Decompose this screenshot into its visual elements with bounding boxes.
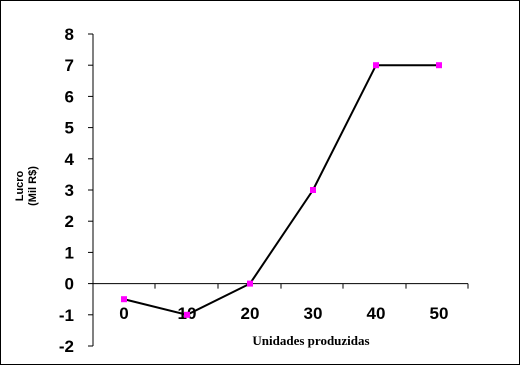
y-tick-label: 3 — [65, 181, 74, 200]
series-line — [123, 64, 439, 316]
y-tick-label: 0 — [65, 275, 74, 294]
y-tick-label: -1 — [59, 306, 74, 325]
y-tick-label: -2 — [59, 337, 74, 356]
data-point-marker — [436, 62, 442, 69]
x-tick-label: 30 — [304, 304, 323, 323]
x-tick-label: 20 — [241, 304, 260, 323]
y-tick-label: 1 — [65, 243, 74, 262]
data-point-marker — [310, 187, 316, 193]
y-axis-label-line1: Lucro — [14, 170, 26, 201]
y-axis-label-line2: (Mil R$) — [27, 166, 39, 206]
x-tick-label: 50 — [430, 304, 449, 323]
axes — [88, 33, 469, 347]
data-point-marker — [184, 311, 190, 318]
y-tick-label: 5 — [65, 119, 74, 138]
y-tick-labels: -2 -1 0 1 2 3 4 5 6 7 8 — [59, 25, 75, 356]
y-tick-label: 2 — [65, 212, 74, 231]
series-markers — [121, 62, 442, 318]
x-tick-labels: 01020304050 — [119, 304, 448, 323]
y-tick-label: 4 — [65, 150, 75, 169]
x-axis-label: Unidades produzidas — [252, 333, 369, 348]
x-tick-label: 40 — [367, 304, 386, 323]
x-tick-label: 0 — [119, 304, 128, 323]
data-point-marker — [121, 296, 127, 303]
data-point-marker — [247, 280, 253, 287]
data-point-marker — [373, 62, 379, 69]
y-tick-label: 7 — [65, 56, 74, 75]
y-tick-label: 8 — [65, 25, 74, 44]
y-tick-label: 6 — [65, 87, 74, 106]
